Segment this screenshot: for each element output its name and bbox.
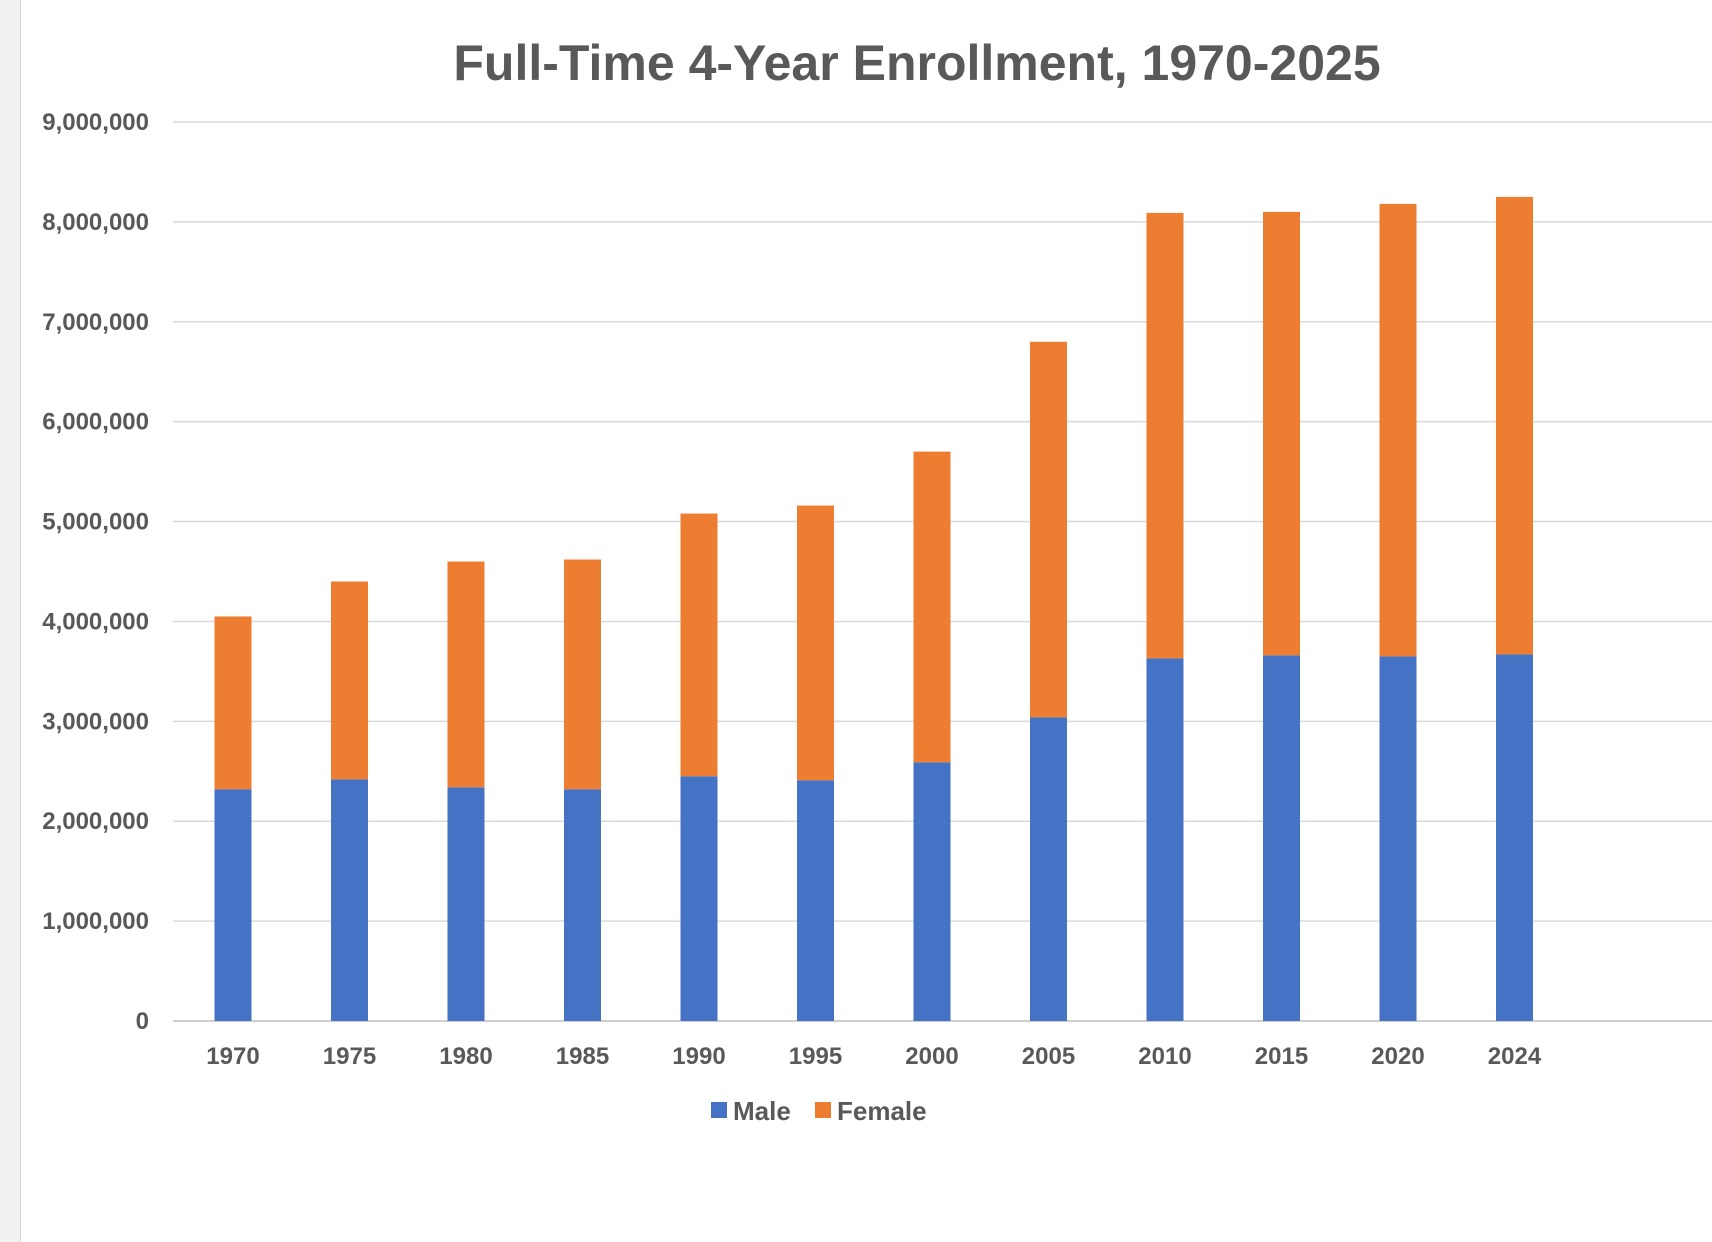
x-tick-label: 2015 <box>1255 1043 1308 1070</box>
y-tick-label: 8,000,000 <box>42 209 149 236</box>
x-tick-label: 1985 <box>556 1043 609 1070</box>
bar-male-1980 <box>447 787 485 1021</box>
y-tick-label: 1,000,000 <box>42 908 149 935</box>
bar-male-1995 <box>797 780 834 1021</box>
x-tick-label: 2020 <box>1371 1043 1424 1070</box>
legend-label-male: Male <box>733 1096 791 1126</box>
legend-label-female: Female <box>837 1096 927 1126</box>
bar-female-1985 <box>564 559 601 790</box>
bar-female-1975 <box>331 581 368 780</box>
y-tick-label: 3,000,000 <box>42 708 149 735</box>
bar-female-1990 <box>680 513 718 777</box>
bar-female-2020 <box>1379 203 1417 657</box>
y-tick-label: 4,000,000 <box>42 608 149 635</box>
bar-male-2024 <box>1496 654 1533 1021</box>
y-tick-label: 7,000,000 <box>42 309 149 336</box>
y-tick-label: 0 <box>136 1008 149 1035</box>
bar-female-2005 <box>1030 341 1067 718</box>
bar-male-1970 <box>214 789 252 1021</box>
y-tick-label: 5,000,000 <box>42 509 149 536</box>
y-tick-label: 2,000,000 <box>42 808 149 835</box>
bar-male-1985 <box>564 789 601 1021</box>
x-tick-label: 2005 <box>1022 1043 1075 1070</box>
bar-male-2020 <box>1379 656 1417 1021</box>
bar-female-2010 <box>1146 212 1184 659</box>
bar-male-2005 <box>1030 717 1067 1021</box>
bar-female-1995 <box>797 505 834 781</box>
chart-title: Full-Time 4-Year Enrollment, 1970-2025 <box>453 35 1380 91</box>
x-tick-label: 1970 <box>206 1043 259 1070</box>
legend-swatch-male <box>711 1102 727 1118</box>
bar-female-1970 <box>214 616 252 790</box>
y-axis-tick-labels: 0 1,000,000 2,000,000 3,000,000 4,000,000 5,0… <box>42 109 149 1035</box>
bar-female-2024 <box>1496 196 1533 655</box>
bar-female-1980 <box>447 561 485 788</box>
x-tick-label: 2024 <box>1488 1043 1542 1070</box>
bar-male-2010 <box>1146 658 1184 1021</box>
x-tick-label: 1975 <box>323 1043 376 1070</box>
bar-female-2000 <box>913 451 951 763</box>
x-tick-label: 2010 <box>1138 1043 1191 1070</box>
y-tick-label: 9,000,000 <box>42 109 149 136</box>
legend-swatch-female <box>815 1102 831 1118</box>
bar-male-2015 <box>1263 655 1300 1021</box>
legend: Male Female <box>711 1096 927 1126</box>
bar-male-1975 <box>331 779 368 1021</box>
x-tick-label: 1980 <box>439 1043 492 1070</box>
y-tick-label: 6,000,000 <box>42 409 149 436</box>
bar-male-1990 <box>680 776 718 1021</box>
x-tick-label: 2000 <box>905 1043 958 1070</box>
stacked-bar-chart: Full-Time 4-Year Enrollment, 1970-2025 0… <box>42 35 1712 1126</box>
bar-female-2015 <box>1263 211 1300 656</box>
x-tick-label: 1990 <box>672 1043 725 1070</box>
chart-area: Full-Time 4-Year Enrollment, 1970-2025 0… <box>20 0 1712 1242</box>
bar-male-2000 <box>913 762 951 1021</box>
bars <box>214 196 1533 1021</box>
x-tick-label: 1995 <box>789 1043 842 1070</box>
x-axis-tick-labels: 1970 1975 1980 1985 1990 1995 2000 2005 2010 2015… <box>206 1043 1542 1070</box>
